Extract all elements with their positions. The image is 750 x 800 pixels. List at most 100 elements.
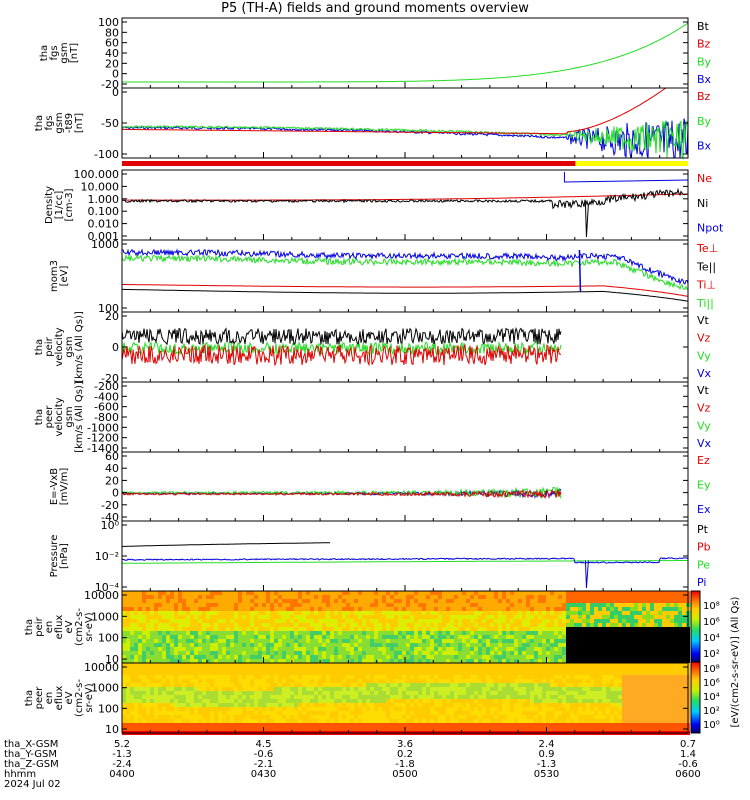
panel-5-ylabel-line: [km/s (All Qs)]: [74, 311, 85, 383]
xaxis-row-value-3: -1.8: [395, 759, 415, 770]
panel-4-teperp-trace: [122, 284, 689, 297]
panel-1-ytick-label: 40: [105, 47, 119, 60]
panel-5-ylabel-line: gsm: [64, 336, 75, 357]
xaxis-row-value-4: 0530: [534, 769, 559, 780]
panel-5-legend-1: Vt: [697, 314, 710, 327]
panel-6-ylabel-line: velocity: [54, 397, 65, 436]
panel-3-legend-3: Npot: [697, 222, 724, 235]
xaxis-row-value-2: 0.2: [397, 749, 413, 760]
panel-6-ylabel-line: [km/s (All Qs)]: [74, 381, 85, 453]
panel-3-legend-2: Ni: [697, 197, 708, 210]
xaxis-row-label-4: hhmm: [4, 769, 36, 780]
panel-9-ylabel-line: en: [44, 621, 55, 634]
panel-1-ylabel-line: fgs: [49, 45, 60, 60]
panel-1-legend-3: By: [697, 55, 712, 68]
panel-4-legend-3: Ti⊥: [696, 279, 716, 292]
xaxis-row-value-1: 3.6: [397, 739, 413, 750]
panel-1-legend-4: Bx: [697, 73, 712, 86]
panel-5-legend-4: Vx: [697, 367, 712, 380]
panel-3-ylabel-line: [1/cc]: [54, 191, 65, 220]
panel-6-ytick-label: -800: [94, 411, 119, 424]
panel-3-ylabel-line: [cm-3]: [64, 188, 75, 221]
panel-9-ytick-label: 100: [98, 632, 119, 645]
panel-5-legend-3: Vy: [697, 349, 711, 362]
colorbar-tick-label: 10²: [703, 706, 720, 717]
panel-1-legend-1: Bt: [697, 20, 710, 33]
xaxis-row-value-4: 0400: [109, 769, 134, 780]
colorbar-tick-label: 10⁴: [703, 633, 720, 644]
colorbar-tick-label: 10⁴: [703, 692, 720, 703]
xaxis-row-value-4: 0600: [675, 769, 700, 780]
panel-6-legend-4: Vx: [697, 437, 712, 450]
panel-9-ylabel-line: sr-eV): [84, 612, 95, 641]
colorbar-tick-label: 10⁶: [703, 678, 720, 689]
panel-8-ytick-label: 10⁻⁴: [95, 581, 120, 594]
panel-1-ytick-label: 20: [105, 57, 119, 70]
panel-7-legend-2: Ey: [697, 478, 711, 491]
panel-4-tepar-trace: [122, 288, 689, 302]
panel-7-frame: [121, 451, 689, 522]
xaxis-row-value-2: -1.3: [112, 749, 132, 760]
panel-8-legend-2: Pb: [697, 541, 711, 554]
panel-1-legend-2: Bz: [697, 38, 711, 51]
colorbar-tick-label: 10⁶: [703, 617, 720, 628]
panel-1-ytick-label: -20: [101, 78, 119, 91]
xaxis-row-value-3: -2.1: [254, 759, 274, 770]
panel-2-ytick-label: -50: [101, 117, 119, 130]
panel-5-legend-2: Vz: [697, 332, 711, 345]
panel-2-by-trace: [121, 120, 689, 160]
panel-7-ylabel-line: E=-VxB: [49, 468, 60, 505]
mode-bar-red: [122, 161, 576, 166]
panel-7-ytick-label: 60: [105, 450, 119, 463]
panel-3-legend-1: Ne: [697, 172, 712, 185]
xaxis-row-label-2: tha_Y-GSM: [4, 749, 57, 760]
panel-4-legend-2: Te||: [696, 260, 716, 273]
panel-2-legend-3: Bx: [697, 140, 712, 153]
panel-5-frame: [121, 311, 689, 383]
panel-7-ytick-label: 20: [105, 474, 119, 487]
panel-3-ytick-label: 0.100: [88, 205, 120, 218]
panel-3-ni-dropout: [584, 203, 589, 238]
xaxis-row-value-2: 1.4: [680, 749, 696, 760]
xaxis-row-value-3: -1.3: [537, 759, 557, 770]
panel-2-ylabel-line: tha: [34, 115, 45, 131]
panel-7-legend-1: Ez: [697, 454, 710, 467]
panel-2-ylabel-line: [nT]: [74, 113, 85, 133]
panel-2-legend-2: By: [697, 115, 712, 128]
colorbar-ion: [690, 590, 701, 663]
panel-9-ylabel-line: peir: [34, 616, 45, 636]
panel-6-ytick-label: -1000: [87, 421, 119, 434]
panel-7-ytick-label: -40: [101, 511, 119, 524]
panel-2-bz-trace: [122, 87, 688, 135]
panel-2-ylabel-line: fgs: [44, 115, 55, 130]
panel-10-ytick-label: 10: [105, 723, 119, 736]
panel-6-ylabel-line: tha: [34, 409, 45, 425]
panel-5-ylabel-line: tha: [34, 339, 45, 355]
panel-8-pe-trace: [121, 560, 688, 564]
panel-6-frame: [121, 381, 689, 453]
panel-9-ylabel-line: eflux: [54, 615, 65, 640]
panel-10-ylabel-line: sr-eV): [84, 683, 95, 712]
panel-3-npot-trace: [563, 172, 689, 183]
panel-3-ne-trace: [122, 193, 688, 201]
colorbar-label: [eV/(cm2-s-sr-eV)] (All Qs): [730, 596, 741, 727]
panel-6-ylabel-line: gsm: [64, 406, 75, 427]
panel-6-ytick-label: -1400: [87, 442, 119, 455]
xaxis-row-value-1: 5.2: [114, 739, 130, 750]
panel-5-ylabel-line: velocity: [54, 327, 65, 366]
panel-10-ylabel-line: eV: [64, 691, 75, 704]
panel-6-legend-2: Vz: [697, 402, 711, 415]
panel-4-ylabel-line: [eV]: [59, 266, 70, 287]
panel-10-electron-spectrogram: [122, 663, 690, 735]
panel-8-ytick-label: 10⁻²: [95, 550, 119, 563]
panel-8-legend-4: Pi: [697, 576, 706, 589]
panel-6-ytick-label: -1200: [87, 432, 119, 445]
panel-8-legend-1: Pt: [697, 523, 709, 536]
panel-5-vz-trace: [121, 343, 562, 367]
panel-7-ytick-label: -20: [101, 499, 119, 512]
panel-10-ylabel-line: peer: [34, 686, 45, 710]
panel-4-ytick-label: 1000: [91, 238, 119, 251]
panel-8-ytick-label: 10⁰: [101, 519, 120, 532]
panel-1-ylabel-line: gsm: [59, 42, 70, 63]
